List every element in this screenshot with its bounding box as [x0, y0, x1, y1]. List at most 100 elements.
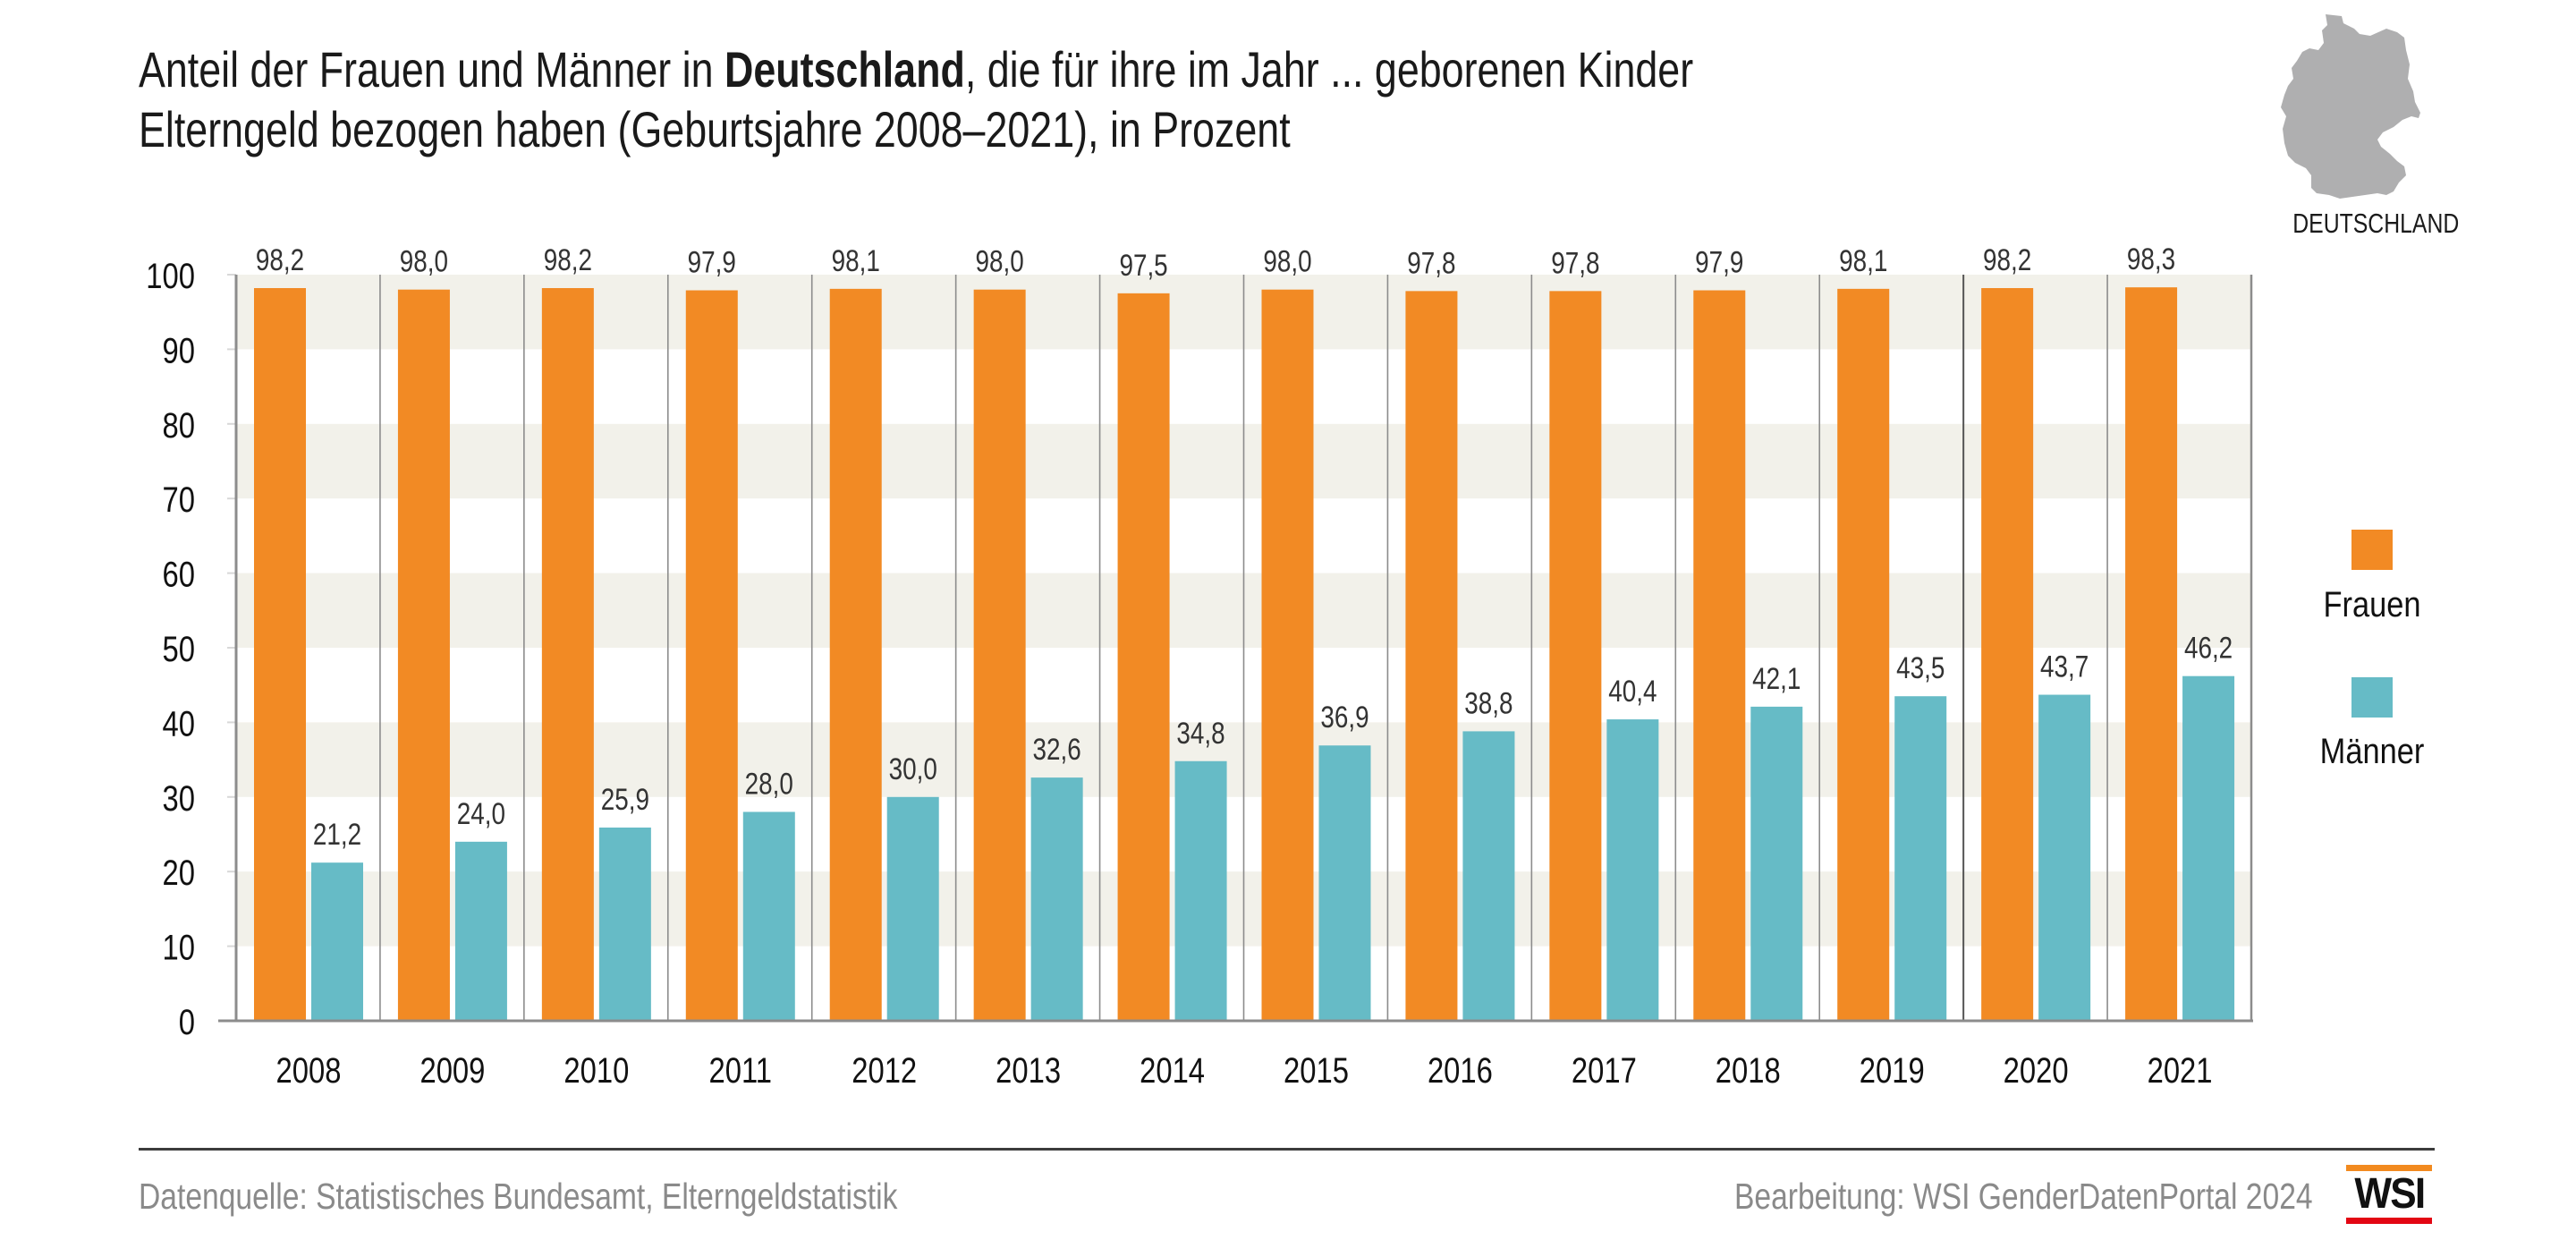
value-label: 38,8: [1464, 686, 1513, 720]
bar-maenner-2013: [1030, 777, 1083, 1021]
bar-frauen-2009: [397, 289, 450, 1021]
title-line-2: Elterngeld bezogen haben (Geburtsjahre 2…: [139, 101, 1291, 157]
x-tick-label: 2016: [1428, 1050, 1493, 1091]
y-tick-label: 30: [163, 778, 195, 819]
y-tick-label: 70: [163, 480, 195, 520]
logo-red-bar: [2346, 1218, 2432, 1224]
bar-frauen-2013: [973, 289, 1026, 1021]
bar-frauen-2012: [829, 288, 882, 1021]
legend-label-maenner: Männer: [2320, 731, 2425, 771]
bar-frauen-2008: [254, 288, 306, 1022]
value-label: 98,2: [544, 242, 592, 276]
x-tick-label: 2011: [709, 1050, 773, 1091]
map-label-text: DEUTSCHLAND: [2292, 208, 2460, 239]
chart-title: Anteil der Frauen und Männer in Deutschl…: [139, 39, 2082, 159]
value-label: 34,8: [1176, 716, 1224, 750]
bar-frauen-2015: [1261, 289, 1314, 1021]
value-label: 97,9: [1695, 245, 1743, 279]
bar-maenner-2018: [1750, 706, 1803, 1021]
value-label: 97,9: [688, 245, 736, 279]
title-text-before: Anteil der Frauen und Männer in: [139, 41, 724, 98]
bar-frauen-2021: [2125, 287, 2178, 1022]
legend-swatch-maenner: [2351, 677, 2393, 718]
x-tick-label: 2014: [1140, 1050, 1205, 1091]
value-label: 30,0: [889, 752, 937, 786]
data-source-text: Datenquelle: Statistisches Bundesamt, El…: [139, 1176, 898, 1217]
x-tick-label: 2019: [1860, 1050, 1925, 1091]
bar-frauen-2011: [685, 290, 738, 1021]
value-label: 98,0: [976, 244, 1024, 278]
map-badge: DEUTSCHLAND: [2272, 9, 2459, 242]
bar-maenner-2012: [886, 796, 939, 1021]
title-country-bold: Deutschland: [724, 41, 965, 98]
bar-maenner-2008: [311, 862, 363, 1021]
y-tick-label: 90: [163, 330, 195, 370]
bar-frauen-2014: [1117, 293, 1170, 1022]
y-tick-label: 60: [163, 555, 195, 595]
x-tick-label: 2010: [564, 1050, 629, 1091]
y-tick-label: 50: [163, 629, 195, 669]
value-label: 43,7: [2040, 650, 2089, 684]
value-label: 24,0: [457, 796, 505, 830]
value-label: 36,9: [1320, 701, 1368, 735]
y-tick-label: 0: [179, 1002, 195, 1042]
value-label: 28,0: [745, 767, 793, 801]
bar-maenner-2010: [598, 827, 651, 1021]
value-label: 40,4: [1608, 674, 1657, 708]
y-tick-label: 20: [163, 853, 195, 893]
bar-frauen-2016: [1405, 291, 1458, 1021]
bar-maenner-2021: [2182, 675, 2235, 1021]
value-label: 21,2: [313, 818, 361, 852]
y-tick-label: 80: [163, 405, 195, 446]
x-tick-label: 2015: [1284, 1050, 1349, 1091]
group-dividers: [379, 275, 2108, 1021]
bar-frauen-2017: [1549, 291, 1602, 1021]
value-label: 46,2: [2184, 631, 2233, 665]
y-tick-label: 40: [163, 703, 195, 743]
x-tick-label: 2021: [2148, 1050, 2213, 1091]
legend-label-frauen: Frauen: [2324, 584, 2421, 624]
bar-frauen-2018: [1693, 290, 1746, 1021]
value-label: 98,1: [832, 243, 880, 277]
value-labels: 98,2 98,0 98,2 97,9 98,1 98,0 97,5 98,0 97,8 97,8…: [256, 242, 2233, 852]
value-label: 42,1: [1752, 661, 1801, 695]
data-source: Datenquelle: Statistisches Bundesamt, El…: [139, 1176, 1064, 1218]
bar-maenner-2009: [454, 841, 507, 1021]
bar-maenner-2014: [1174, 760, 1227, 1021]
bar-maenner-2019: [1894, 696, 1947, 1021]
value-label: 98,2: [1983, 242, 2031, 276]
bars: [254, 287, 2235, 1022]
value-label: 98,2: [256, 242, 304, 276]
value-label: 32,6: [1033, 732, 1081, 766]
germany-map-icon: [2281, 14, 2420, 199]
x-tick-label: 2017: [1572, 1050, 1637, 1091]
credit-text: Bearbeitung: WSI GenderDatenPortal 2024: [1734, 1176, 2313, 1217]
bar-maenner-2015: [1318, 745, 1371, 1021]
value-label: 43,5: [1896, 651, 1945, 685]
bar-maenner-2020: [2038, 694, 2091, 1021]
bar-maenner-2011: [742, 811, 795, 1021]
footer-divider: [139, 1148, 2435, 1151]
y-tick-label: 10: [163, 928, 195, 968]
x-tick-label: 2018: [1716, 1050, 1781, 1091]
bar-maenner-2017: [1606, 719, 1659, 1021]
value-label: 98,3: [2127, 242, 2175, 276]
value-label: 97,5: [1119, 248, 1167, 282]
wsi-logo: WSI: [2346, 1165, 2432, 1224]
bar-frauen-2020: [1981, 288, 2034, 1022]
bar-maenner-2016: [1462, 731, 1515, 1021]
value-label: 97,8: [1551, 246, 1599, 280]
logo-orange-bar: [2346, 1165, 2432, 1171]
x-tick-label: 2008: [276, 1050, 342, 1091]
bar-frauen-2019: [1837, 288, 1890, 1021]
axes: [218, 275, 2253, 1023]
x-tick-label: 2020: [2004, 1050, 2069, 1091]
x-tick-label: 2013: [996, 1050, 1061, 1091]
value-label: 25,9: [601, 782, 649, 816]
value-label: 97,8: [1407, 246, 1455, 280]
value-label: 98,0: [400, 244, 448, 278]
logo-text: WSI: [2346, 1173, 2432, 1216]
x-tick-label: 2012: [852, 1050, 917, 1091]
value-label: 98,0: [1263, 244, 1311, 278]
